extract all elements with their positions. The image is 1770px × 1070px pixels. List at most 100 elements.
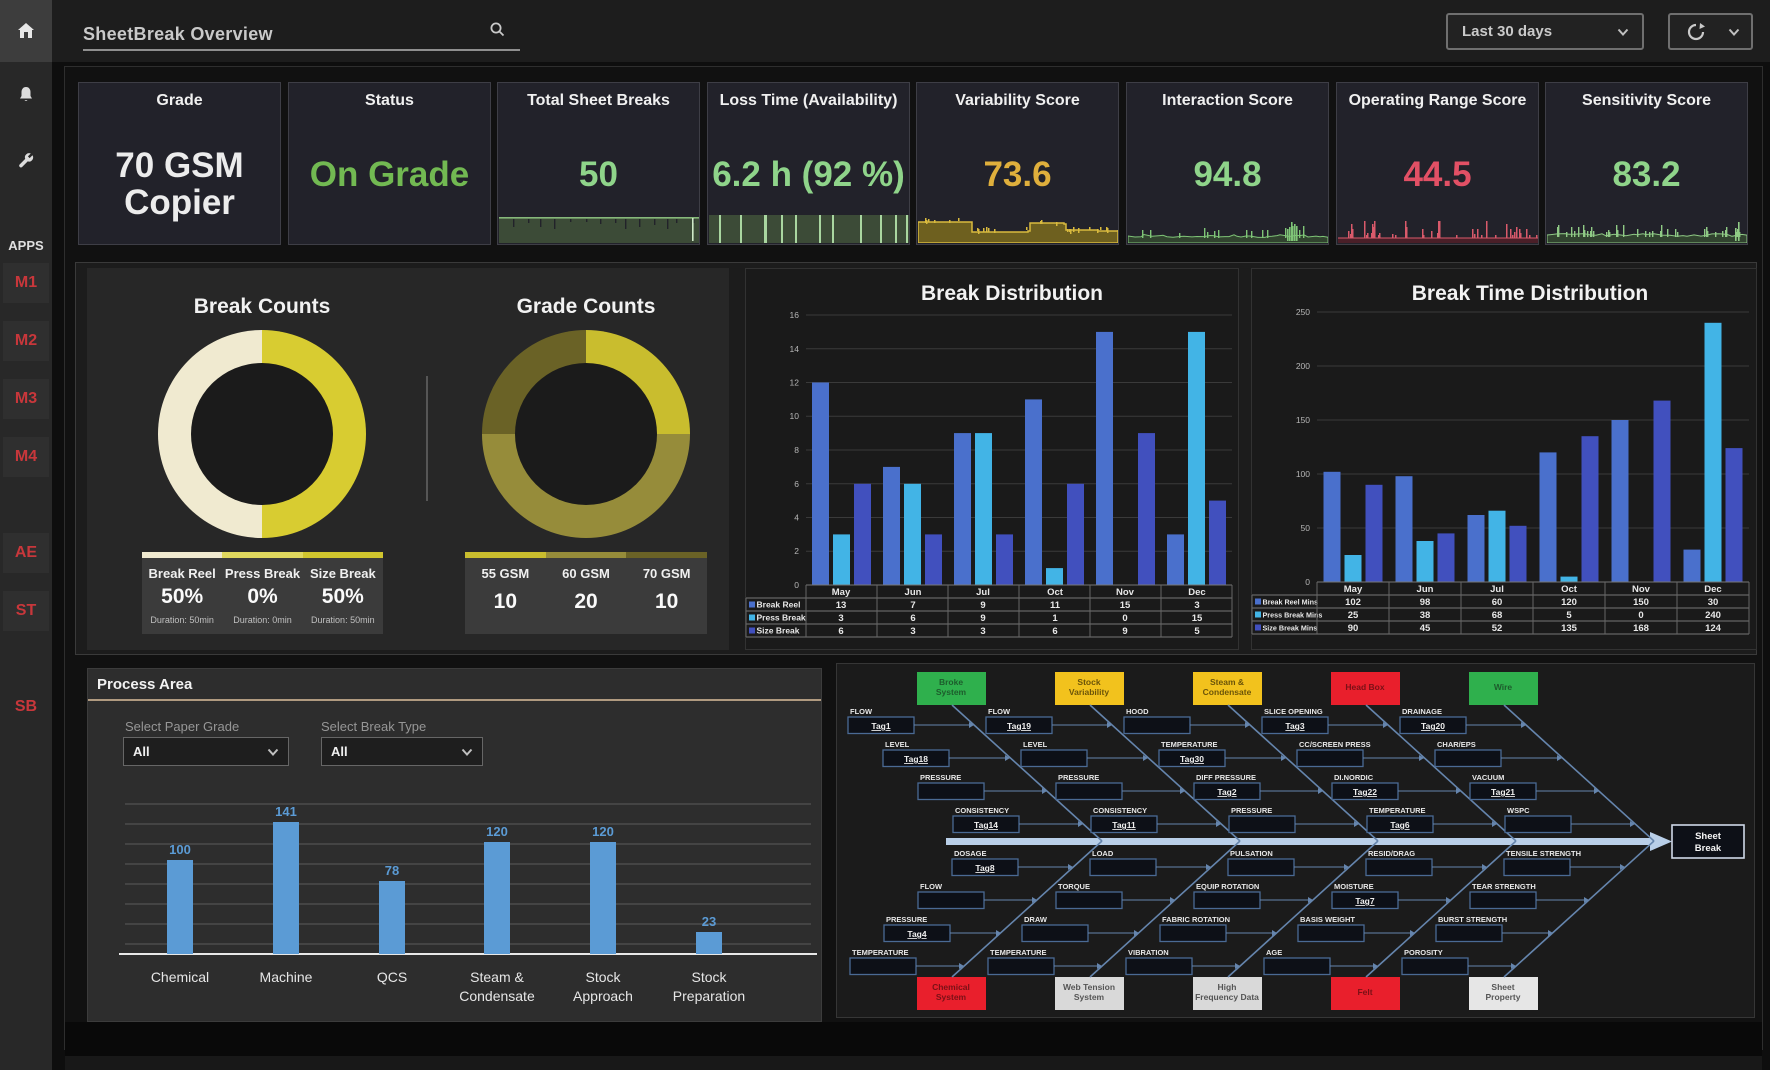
svg-text:10: 10 [790, 411, 800, 421]
svg-text:5: 5 [1194, 626, 1200, 637]
svg-text:4: 4 [794, 513, 799, 523]
svg-text:VIBRATION: VIBRATION [1128, 948, 1169, 957]
svg-text:6: 6 [794, 479, 799, 489]
svg-text:8: 8 [794, 445, 799, 455]
svg-text:Tag21: Tag21 [1491, 787, 1515, 797]
svg-text:System: System [1074, 992, 1105, 1002]
svg-text:Tag3: Tag3 [1285, 721, 1304, 731]
svg-text:11: 11 [1050, 600, 1061, 611]
svg-text:QCS: QCS [377, 969, 407, 985]
svg-text:50: 50 [1301, 523, 1311, 533]
svg-text:FABRIC ROTATION: FABRIC ROTATION [1162, 915, 1230, 924]
svg-text:LEVEL: LEVEL [885, 740, 910, 749]
svg-text:CONSISTENCY: CONSISTENCY [955, 806, 1009, 815]
svg-text:3: 3 [1194, 600, 1199, 611]
svg-text:23: 23 [702, 914, 716, 929]
svg-text:38: 38 [1420, 610, 1431, 621]
svg-text:Nov: Nov [1116, 587, 1135, 598]
svg-text:TENSILE STRENGTH: TENSILE STRENGTH [1506, 849, 1581, 858]
svg-text:Tag19: Tag19 [1007, 721, 1031, 731]
svg-text:120: 120 [1561, 597, 1577, 608]
svg-text:PULSATION: PULSATION [1230, 849, 1273, 858]
svg-text:14: 14 [790, 344, 800, 354]
svg-text:15: 15 [1120, 600, 1131, 611]
svg-text:Break: Break [1695, 843, 1722, 854]
svg-text:3: 3 [910, 626, 915, 637]
svg-text:9: 9 [980, 600, 985, 611]
svg-text:BURST STRENGTH: BURST STRENGTH [1438, 915, 1507, 924]
svg-text:Sheet: Sheet [1491, 982, 1514, 992]
svg-text:Preparation: Preparation [673, 988, 745, 1004]
svg-text:Stock: Stock [1077, 677, 1100, 687]
svg-text:Size Break: Size Break [757, 626, 800, 636]
svg-text:68: 68 [1492, 610, 1503, 621]
svg-text:Approach: Approach [573, 988, 633, 1004]
svg-text:135: 135 [1561, 623, 1578, 634]
svg-text:AGE: AGE [1266, 948, 1282, 957]
svg-text:3: 3 [980, 626, 985, 637]
svg-text:150: 150 [1633, 597, 1649, 608]
svg-text:45: 45 [1420, 623, 1431, 634]
svg-text:CC/SCREEN PRESS: CC/SCREEN PRESS [1299, 740, 1371, 749]
svg-text:Machine: Machine [260, 969, 313, 985]
svg-text:DIFF PRESSURE: DIFF PRESSURE [1196, 773, 1256, 782]
svg-text:Jul: Jul [976, 587, 990, 598]
svg-text:Tag8: Tag8 [975, 863, 994, 873]
svg-text:Condensate: Condensate [459, 988, 535, 1004]
svg-text:Variability: Variability [1069, 687, 1109, 697]
svg-text:Dec: Dec [1704, 584, 1721, 595]
svg-text:98: 98 [1420, 597, 1431, 608]
svg-text:Press Break Mins: Press Break Mins [1263, 611, 1323, 620]
svg-text:TEMPERATURE: TEMPERATURE [990, 948, 1047, 957]
svg-text:Head Box: Head Box [1345, 682, 1384, 692]
svg-text:6: 6 [910, 613, 915, 624]
svg-text:DRAW: DRAW [1024, 915, 1048, 924]
svg-text:PRESSURE: PRESSURE [920, 773, 961, 782]
svg-text:LEVEL: LEVEL [1023, 740, 1048, 749]
svg-text:150: 150 [1296, 415, 1310, 425]
svg-text:Stock: Stock [691, 969, 727, 985]
svg-text:15: 15 [1192, 613, 1203, 624]
svg-text:Press Break: Press Break [757, 613, 806, 623]
svg-text:System: System [936, 687, 967, 697]
svg-text:LOAD: LOAD [1092, 849, 1114, 858]
svg-text:Nov: Nov [1632, 584, 1651, 595]
svg-text:May: May [832, 587, 851, 598]
svg-text:Steam &: Steam & [1210, 677, 1244, 687]
svg-text:System: System [936, 992, 967, 1002]
svg-text:3: 3 [838, 613, 843, 624]
svg-text:Sheet: Sheet [1695, 831, 1722, 842]
svg-text:52: 52 [1492, 623, 1503, 634]
svg-text:100: 100 [169, 842, 191, 857]
svg-text:120: 120 [486, 824, 508, 839]
svg-text:Oct: Oct [1561, 584, 1578, 595]
svg-text:DRAINAGE: DRAINAGE [1402, 707, 1442, 716]
svg-text:Chemical: Chemical [151, 969, 209, 985]
svg-text:CONSISTENCY: CONSISTENCY [1093, 806, 1147, 815]
svg-text:240: 240 [1705, 610, 1721, 621]
svg-text:Jun: Jun [905, 587, 922, 598]
svg-text:TEMPERATURE: TEMPERATURE [1161, 740, 1218, 749]
svg-text:5: 5 [1566, 610, 1572, 621]
svg-text:Stock: Stock [585, 969, 621, 985]
svg-text:100: 100 [1296, 469, 1310, 479]
svg-text:2: 2 [794, 546, 799, 556]
svg-text:9: 9 [1122, 626, 1127, 637]
svg-text:Tag30: Tag30 [1180, 754, 1204, 764]
svg-text:POROSITY: POROSITY [1404, 948, 1443, 957]
svg-text:Wire: Wire [1494, 682, 1513, 692]
svg-text:90: 90 [1348, 623, 1359, 634]
svg-text:0: 0 [1638, 610, 1643, 621]
svg-text:25: 25 [1348, 610, 1359, 621]
svg-text:13: 13 [836, 600, 847, 611]
svg-text:0: 0 [794, 580, 799, 590]
svg-text:Tag11: Tag11 [1112, 820, 1136, 830]
svg-text:Web Tension: Web Tension [1063, 982, 1115, 992]
svg-text:FLOW: FLOW [988, 707, 1011, 716]
svg-text:HOOD: HOOD [1126, 707, 1149, 716]
svg-text:Jun: Jun [1417, 584, 1434, 595]
svg-text:120: 120 [592, 824, 614, 839]
svg-text:PRESSURE: PRESSURE [1058, 773, 1099, 782]
svg-text:60: 60 [1492, 597, 1503, 608]
svg-text:Tag6: Tag6 [1390, 820, 1409, 830]
